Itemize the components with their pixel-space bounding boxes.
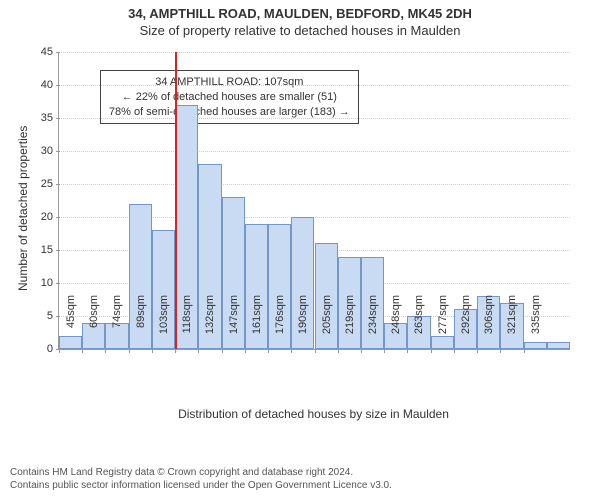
x-tick: 132sqm <box>202 289 216 349</box>
x-tick: 147sqm <box>226 289 240 349</box>
x-tick-mark <box>105 349 106 353</box>
y-tick: 0 <box>47 343 59 355</box>
annotation-box: 34 AMPTHILL ROAD: 107sqm ← 22% of detach… <box>100 70 359 125</box>
reference-line <box>175 52 177 349</box>
x-tick: 306sqm <box>481 289 495 349</box>
x-tick-mark <box>59 349 60 353</box>
y-tick: 5 <box>47 310 59 322</box>
x-tick-mark <box>315 349 316 353</box>
x-tick-mark <box>407 349 408 353</box>
gridline <box>59 151 570 152</box>
gridline <box>59 184 570 185</box>
x-tick: 74sqm <box>109 289 123 349</box>
x-tick: 190sqm <box>295 289 309 349</box>
x-tick: 219sqm <box>342 289 356 349</box>
y-tick: 40 <box>41 79 59 91</box>
y-tick: 15 <box>41 244 59 256</box>
x-tick-mark <box>477 349 478 353</box>
x-tick: 292sqm <box>458 289 472 349</box>
x-tick-mark <box>361 349 362 353</box>
footer: Contains HM Land Registry data © Crown c… <box>0 460 600 500</box>
x-tick: 263sqm <box>411 289 425 349</box>
x-tick: 103sqm <box>156 289 170 349</box>
x-tick-mark <box>222 349 223 353</box>
x-tick-mark <box>175 349 176 353</box>
footer-line-1: Contains HM Land Registry data © Crown c… <box>10 466 590 479</box>
gridline <box>59 85 570 86</box>
x-tick-mark <box>431 349 432 353</box>
x-tick: 89sqm <box>133 289 147 349</box>
y-tick: 35 <box>41 112 59 124</box>
x-axis-label: Distribution of detached houses by size … <box>58 407 569 421</box>
page-title: 34, AMPTHILL ROAD, MAULDEN, BEDFORD, MK4… <box>0 6 600 22</box>
x-tick: 234sqm <box>365 289 379 349</box>
x-tick-mark <box>198 349 199 353</box>
x-tick: 205sqm <box>319 289 333 349</box>
x-tick-mark <box>152 349 153 353</box>
x-tick: 60sqm <box>86 289 100 349</box>
x-tick: 176sqm <box>272 289 286 349</box>
x-tick-mark <box>524 349 525 353</box>
title-block: 34, AMPTHILL ROAD, MAULDEN, BEDFORD, MK4… <box>0 0 600 40</box>
footer-line-2: Contains public sector information licen… <box>10 479 590 492</box>
y-axis-label: Number of detached properties <box>16 125 30 290</box>
x-tick: 321sqm <box>504 289 518 349</box>
plot-area: 34 AMPTHILL ROAD: 107sqm ← 22% of detach… <box>58 52 570 350</box>
x-tick-mark <box>500 349 501 353</box>
x-tick: 248sqm <box>388 289 402 349</box>
x-tick: 45sqm <box>63 289 77 349</box>
x-tick-mark <box>245 349 246 353</box>
annotation-line-1: 34 AMPTHILL ROAD: 107sqm <box>109 75 350 90</box>
y-tick: 30 <box>41 145 59 157</box>
x-tick: 161sqm <box>249 289 263 349</box>
x-tick: 277sqm <box>435 289 449 349</box>
histogram-bar <box>547 342 570 349</box>
page-subtitle: Size of property relative to detached ho… <box>0 23 600 39</box>
x-tick-mark <box>291 349 292 353</box>
x-tick-mark <box>384 349 385 353</box>
gridline <box>59 52 570 53</box>
x-tick-mark <box>129 349 130 353</box>
y-tick: 25 <box>41 178 59 190</box>
y-tick: 20 <box>41 211 59 223</box>
chart: 34 AMPTHILL ROAD: 107sqm ← 22% of detach… <box>0 46 600 426</box>
y-tick: 10 <box>41 277 59 289</box>
x-tick: 118sqm <box>179 289 193 349</box>
annotation-line-2: ← 22% of detached houses are smaller (51… <box>109 90 350 105</box>
x-tick-mark <box>454 349 455 353</box>
x-tick-mark <box>82 349 83 353</box>
x-tick-mark <box>338 349 339 353</box>
y-tick: 45 <box>41 46 59 58</box>
x-tick: 335sqm <box>528 289 542 349</box>
x-tick-mark <box>268 349 269 353</box>
gridline <box>59 118 570 119</box>
